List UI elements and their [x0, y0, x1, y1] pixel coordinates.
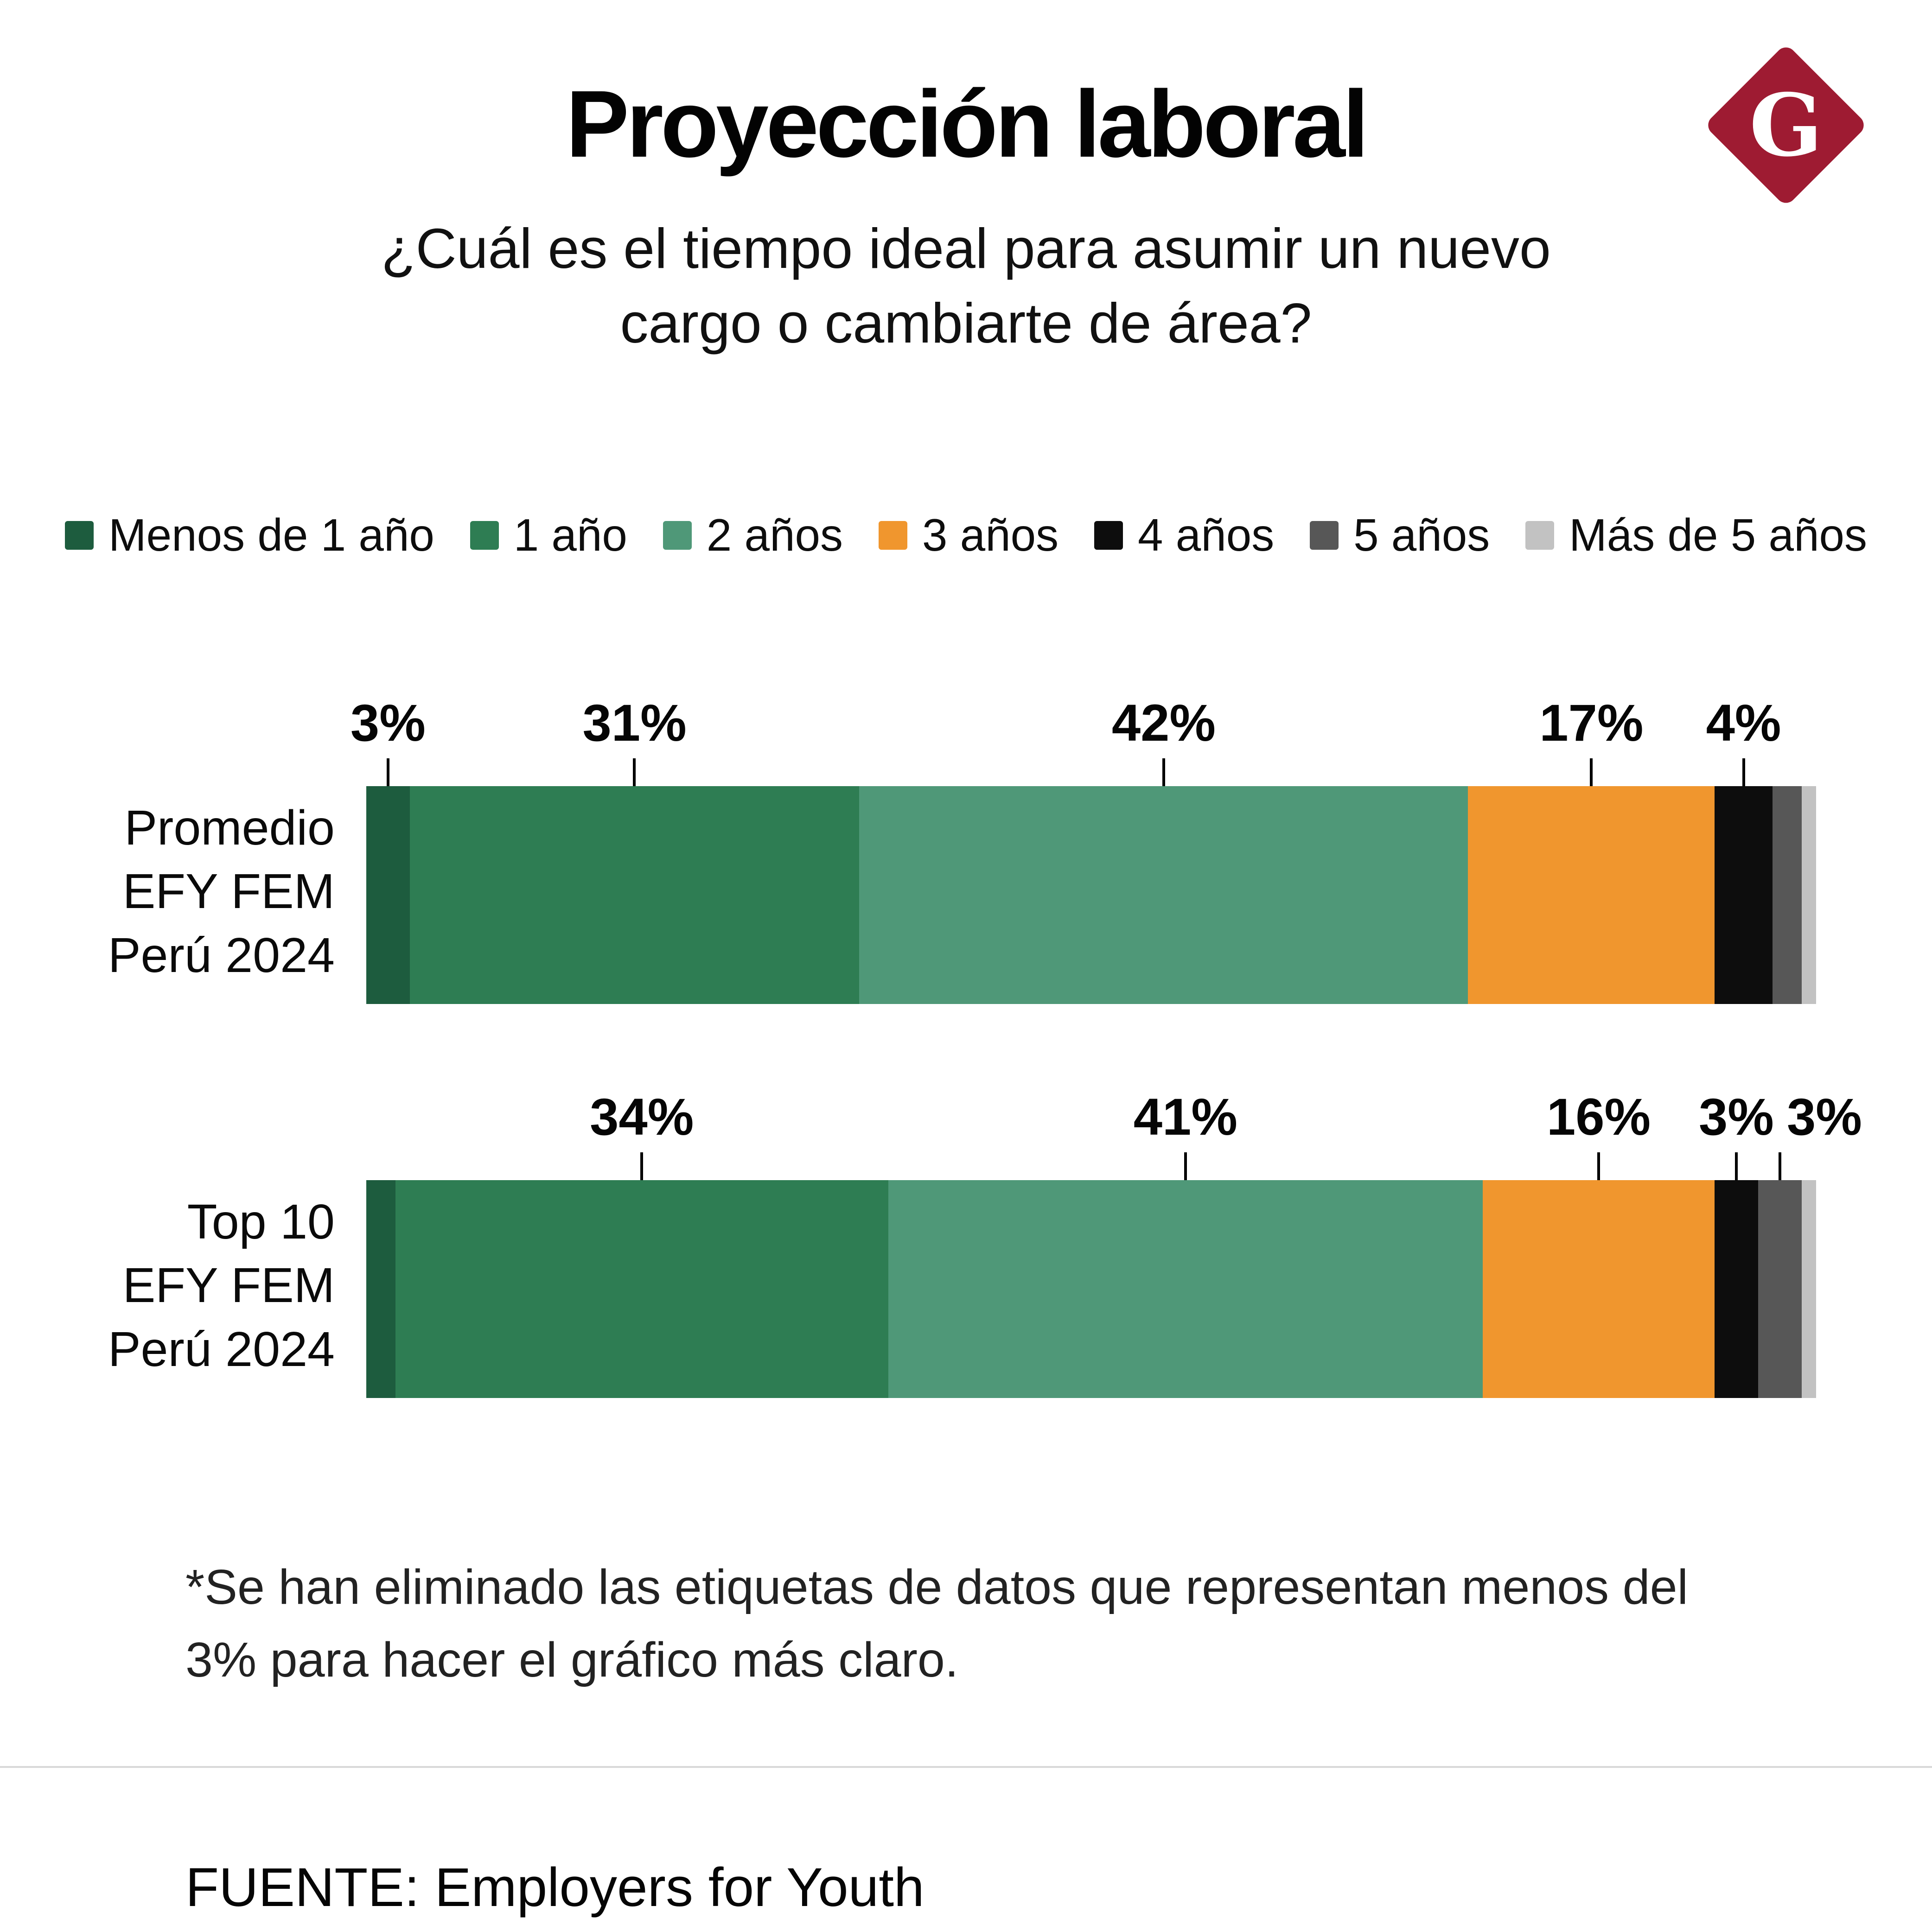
row-label: Promedio EFY FEM Perú 2024 — [108, 800, 335, 983]
legend-swatch-icon — [1525, 521, 1555, 550]
bar-segment — [366, 786, 410, 1004]
label-tick — [386, 758, 389, 787]
legend-item: 4 años — [1094, 509, 1274, 561]
bar-segment — [1801, 1180, 1816, 1398]
label-tick — [1162, 758, 1165, 787]
bar-segment — [1715, 1180, 1758, 1398]
legend-item: 5 años — [1310, 509, 1490, 561]
value-label: 41% — [1133, 1088, 1237, 1146]
legend-swatch-icon — [65, 521, 94, 550]
value-label: 3% — [350, 694, 426, 752]
bar-segment — [1758, 1180, 1802, 1398]
value-label: 17% — [1539, 694, 1644, 752]
legend-label: 1 año — [513, 509, 627, 561]
label-tick — [1742, 758, 1745, 787]
label-tick — [1735, 1152, 1738, 1181]
legend-item: Más de 5 años — [1525, 509, 1867, 561]
label-tick — [1778, 1152, 1781, 1181]
subtitle-line-2: cargo o cambiarte de área? — [620, 292, 1312, 355]
legend-label: 4 años — [1137, 509, 1275, 561]
stacked-bar — [366, 1180, 1816, 1398]
bar-area: 34% 41% 16% 3% 3% — [366, 1080, 1862, 1398]
legend-item: 1 año — [470, 509, 627, 561]
value-label: 16% — [1546, 1088, 1651, 1146]
legend-item: 3 años — [878, 509, 1059, 561]
label-tick — [633, 758, 636, 787]
source-text: FUENTE: Employers for Youth — [185, 1856, 925, 1918]
legend-swatch-icon — [663, 521, 692, 550]
logo-letter: G — [1749, 75, 1823, 176]
legend-swatch-icon — [470, 521, 499, 550]
bar-area: 3% 31% 42% 17% 4% — [351, 686, 1816, 1004]
bar-segment — [409, 786, 860, 1004]
legend-label: 2 años — [706, 509, 843, 561]
footnote: *Se han eliminado las etiquetas de datos… — [185, 1560, 1689, 1687]
value-label: 4% — [1706, 694, 1781, 752]
bar-segment — [395, 1180, 888, 1398]
label-tick — [640, 1152, 644, 1181]
label-tick — [1184, 1152, 1187, 1181]
legend-label: Más de 5 años — [1569, 509, 1867, 561]
value-label: 3% — [1787, 1088, 1862, 1146]
bar-segment — [859, 786, 1468, 1004]
bar-row: Top 10 EFY FEM Perú 2024 34% 41% 16% 3% 3% — [0, 1080, 1862, 1398]
legend-swatch-icon — [1094, 521, 1123, 550]
chart: Promedio EFY FEM Perú 2024 3% 31% 42% 17% 4% Top… — [0, 686, 1932, 1398]
legend-swatch-icon — [878, 521, 907, 550]
legend-item: 2 años — [663, 509, 843, 561]
legend-item: Menos de 1 año — [65, 509, 434, 561]
value-label: 42% — [1111, 694, 1216, 752]
labels-layer: 34% 41% 16% 3% 3% — [366, 1080, 1862, 1181]
divider — [0, 1766, 1932, 1768]
bar-segment — [1468, 786, 1715, 1004]
header: Proyección laboral ¿Cuál es el tiempo id… — [0, 0, 1932, 361]
subtitle-line-1: ¿Cuál es el tiempo ideal para asumir un … — [381, 217, 1551, 280]
logo: G — [1704, 43, 1868, 207]
legend-label: 3 años — [922, 509, 1059, 561]
legend-swatch-icon — [1310, 521, 1339, 550]
legend-label: Menos de 1 año — [108, 509, 434, 561]
legend-label: 5 años — [1353, 509, 1490, 561]
value-label: 3% — [1699, 1088, 1774, 1146]
stacked-bar — [366, 786, 1816, 1004]
label-tick — [1597, 1152, 1600, 1181]
bar-segment — [1801, 786, 1816, 1004]
bar-segment — [1715, 786, 1773, 1004]
page-subtitle: ¿Cuál es el tiempo ideal para asumir un … — [0, 211, 1932, 361]
page-title: Proyección laboral — [566, 71, 1369, 177]
label-tick — [1590, 758, 1593, 787]
labels-layer: 3% 31% 42% 17% 4% — [351, 686, 1816, 787]
bar-row: Promedio EFY FEM Perú 2024 3% 31% 42% 17% 4% — [0, 686, 1816, 1004]
legend: Menos de 1 año 1 año 2 años 3 años 4 años 5 a… — [0, 509, 1932, 561]
value-label: 34% — [590, 1088, 694, 1146]
bar-segment — [1773, 786, 1802, 1004]
row-label: Top 10 EFY FEM Perú 2024 — [108, 1194, 335, 1377]
bar-segment — [888, 1180, 1483, 1398]
bar-segment — [1482, 1180, 1715, 1398]
bar-segment — [366, 1180, 395, 1398]
value-label: 31% — [582, 694, 687, 752]
